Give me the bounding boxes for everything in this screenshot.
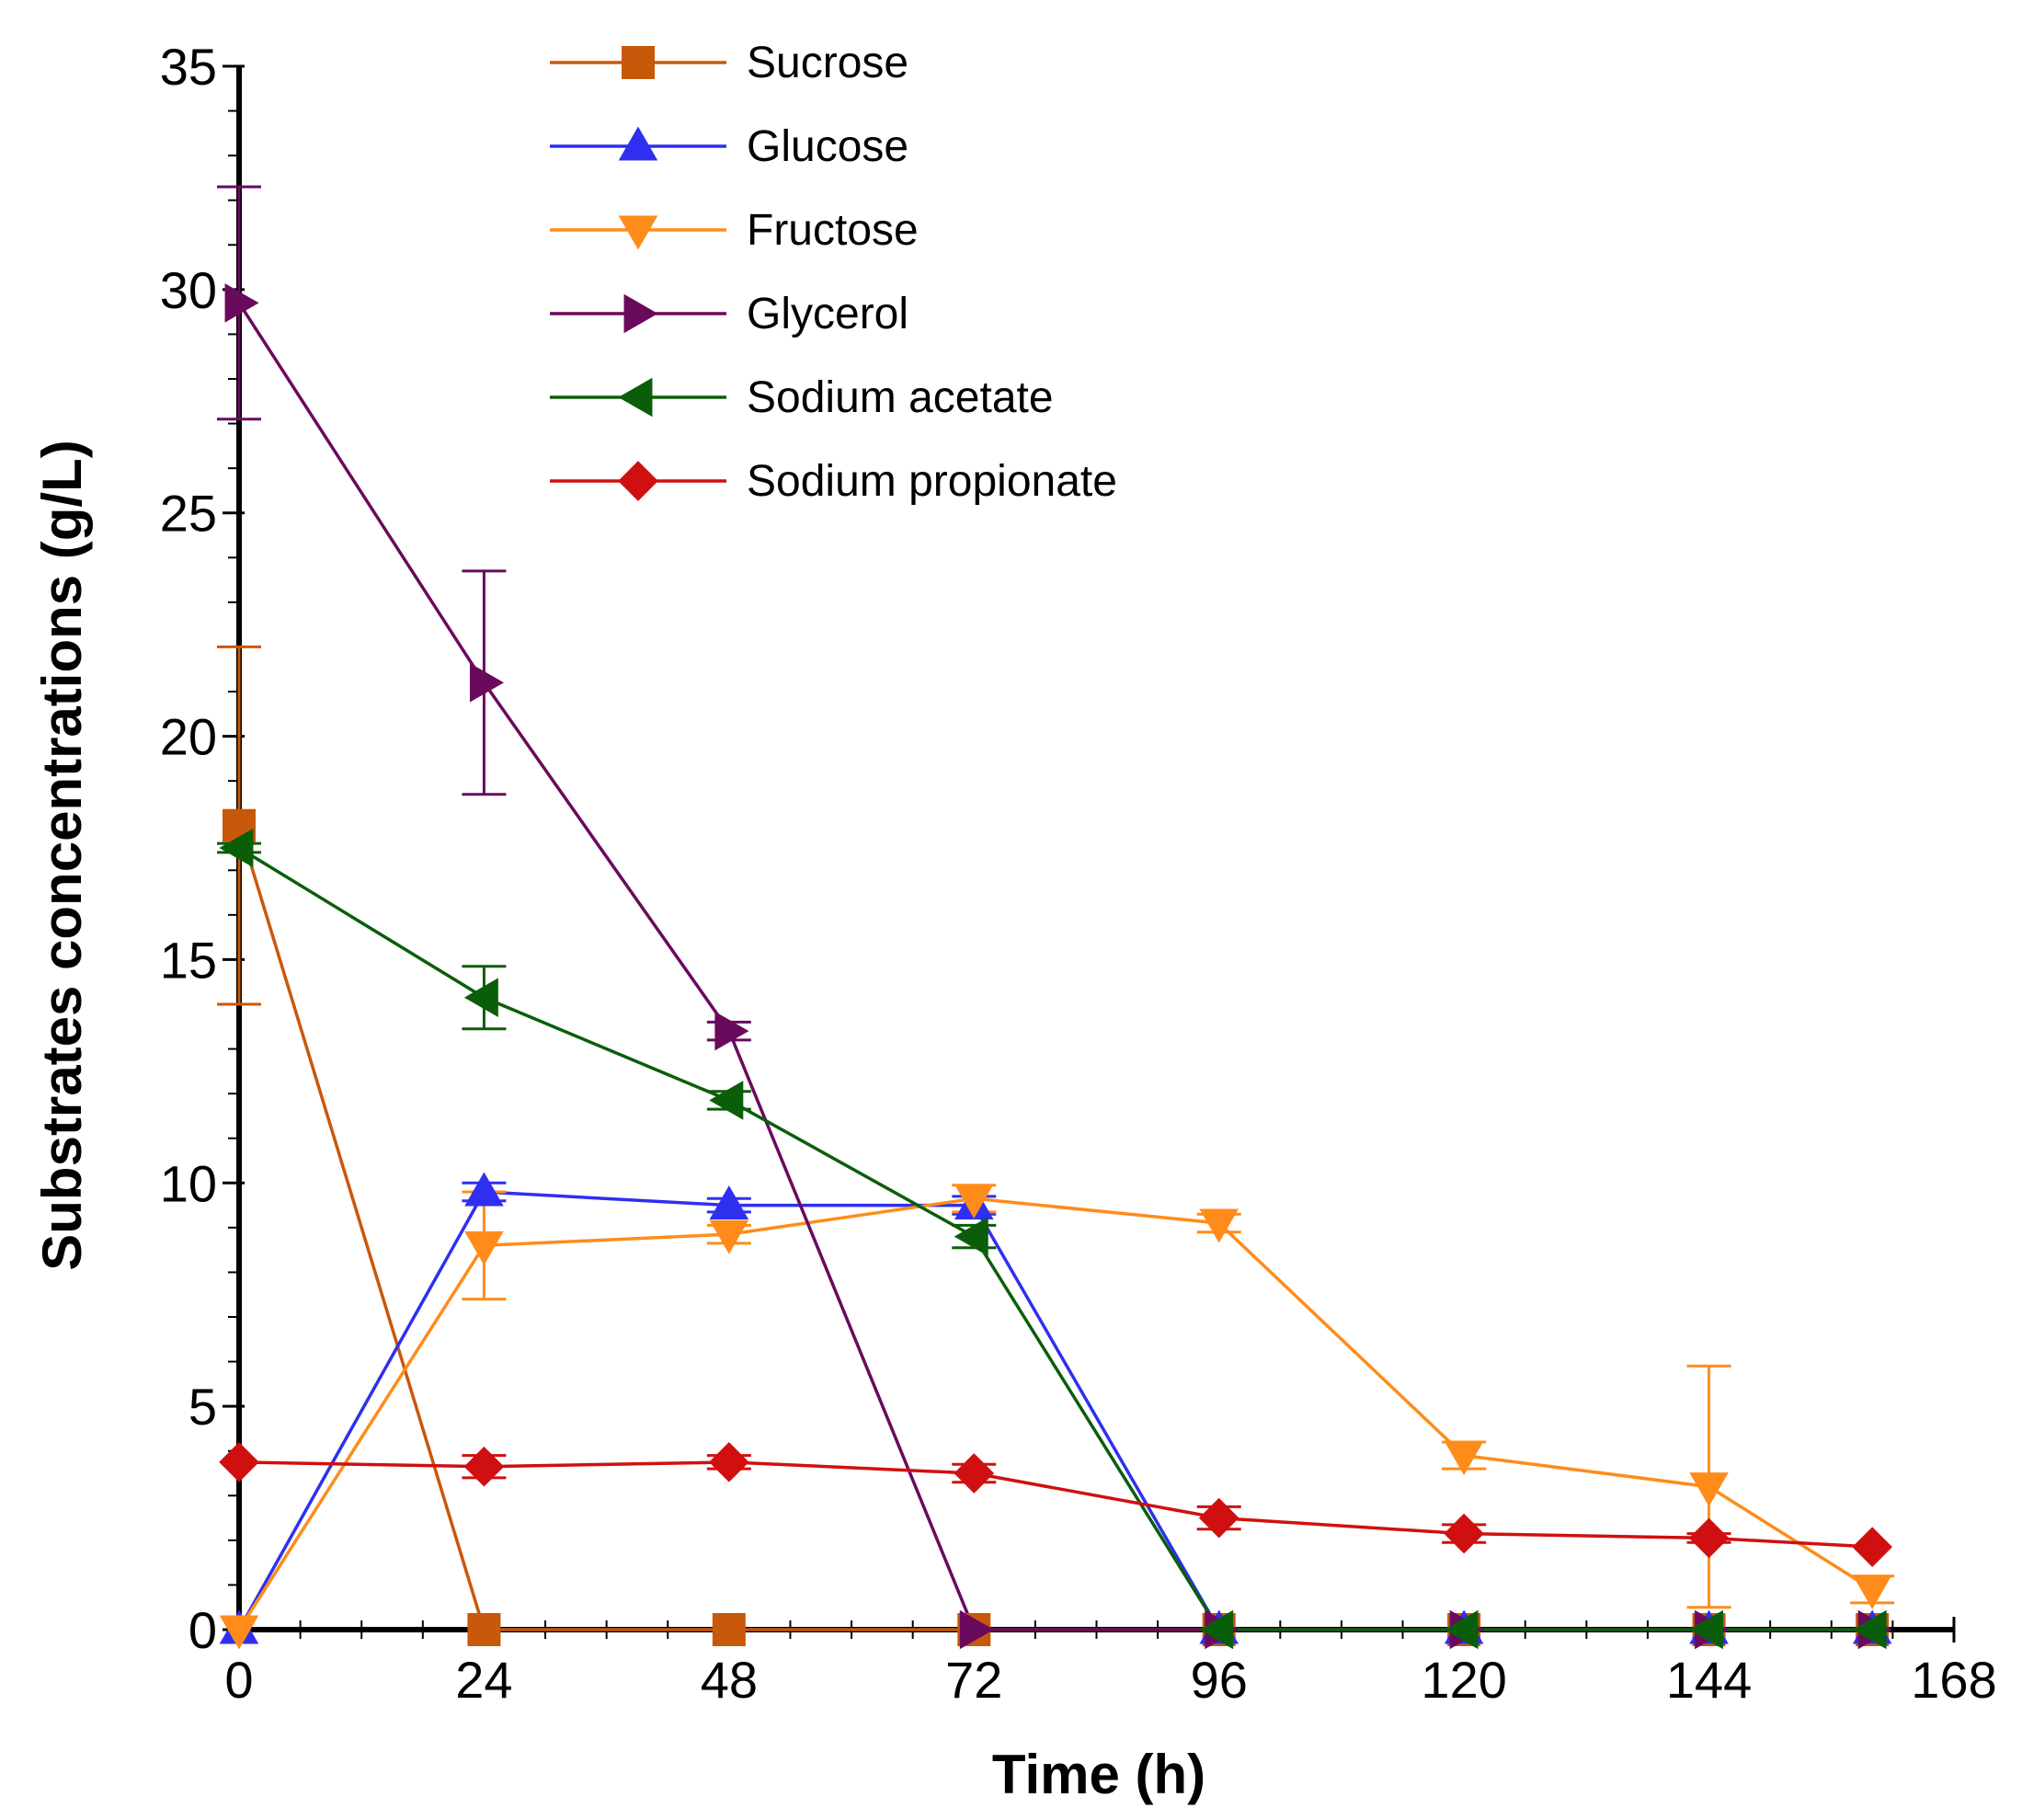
- data-point: [709, 1219, 749, 1254]
- data-point: [712, 1613, 746, 1646]
- x-axis-title: Time (h): [992, 1744, 1205, 1805]
- data-point: [469, 663, 504, 703]
- x-tick-label: 0: [224, 1651, 253, 1709]
- data-point: [1852, 1609, 1887, 1650]
- legend-entry: Sodium propionate: [550, 457, 1117, 506]
- series-line-sodium-acetate: [238, 846, 1873, 1631]
- x-tick-label: 168: [1911, 1651, 1996, 1709]
- data-point: [1852, 1574, 1892, 1609]
- y-tick-label: 35: [160, 38, 217, 96]
- x-tick-label: 24: [455, 1651, 512, 1709]
- legend-marker: [623, 293, 658, 334]
- legend-entry: Fructose: [550, 206, 919, 255]
- legend: Sucrose Glucose Fructose Glycerol Sodium ace…: [550, 39, 1117, 506]
- data-point: [1198, 1497, 1239, 1539]
- x-tick-label: 48: [701, 1651, 758, 1709]
- data-point: [1852, 1527, 1893, 1567]
- series-line-sodium-propionate: [238, 1460, 1873, 1549]
- legend-entry: Sodium acetate: [550, 373, 1054, 422]
- legend-label: Sodium propionate: [747, 457, 1117, 506]
- data-point: [463, 1446, 505, 1487]
- y-tick-label: 15: [160, 931, 217, 989]
- y-tick-label: 25: [160, 485, 217, 543]
- data-point: [464, 1172, 504, 1207]
- legend-entry: Sucrose: [550, 39, 908, 87]
- legend-entry: Glycerol: [550, 290, 908, 338]
- legend-label: Sucrose: [747, 39, 908, 87]
- legend-marker: [618, 377, 653, 418]
- data-point: [1444, 1513, 1484, 1554]
- y-tick-label: 0: [188, 1601, 217, 1659]
- data-point: [219, 1615, 259, 1650]
- y-tick-label: 30: [160, 261, 217, 319]
- data-point: [954, 1184, 994, 1219]
- x-tick-label: 144: [1666, 1651, 1752, 1709]
- data-point: [224, 283, 259, 323]
- legend-label: Sodium acetate: [747, 373, 1054, 422]
- data-point: [959, 1609, 994, 1650]
- data-point: [1199, 1609, 1234, 1650]
- data-point: [714, 1011, 749, 1051]
- data-point: [954, 1217, 988, 1256]
- x-tick-label: 72: [945, 1651, 1002, 1709]
- data-point: [467, 1613, 501, 1646]
- legend-label: Glucose: [747, 122, 908, 171]
- legend-entry: Glucose: [550, 122, 908, 171]
- x-tick-label: 120: [1421, 1651, 1506, 1709]
- data-point: [219, 828, 254, 868]
- series-line-fructose: [237, 1196, 1874, 1631]
- y-tick-label: 10: [160, 1154, 217, 1212]
- data-point: [1688, 1517, 1730, 1559]
- error-bars-layer: [217, 185, 1895, 1609]
- data-point: [1689, 1609, 1724, 1650]
- y-tick-label: 5: [188, 1378, 217, 1436]
- data-point: [709, 1442, 749, 1482]
- data-point: [1444, 1609, 1479, 1650]
- y-tick-label: 20: [160, 708, 217, 766]
- data-point: [1689, 1472, 1729, 1507]
- data-point: [1199, 1208, 1239, 1243]
- data-point: [464, 1231, 504, 1265]
- y-axis-title: Substrates concentrations (g/L): [31, 440, 93, 1270]
- data-point: [219, 1442, 259, 1482]
- data-point: [709, 1185, 749, 1220]
- legend-marker: [618, 461, 658, 501]
- series-lines-layer: [237, 302, 1874, 1631]
- tick-labels-layer: 0 24 48 72 96 120 144 168 0 5 10 15 20 25 30 35: [160, 38, 1997, 1709]
- data-point: [1444, 1441, 1484, 1476]
- legend-marker: [618, 215, 658, 250]
- legend-marker: [618, 126, 658, 161]
- data-point: [954, 1453, 995, 1494]
- legend-label: Glycerol: [747, 290, 908, 338]
- x-tick-label: 96: [1191, 1651, 1248, 1709]
- legend-marker: [622, 46, 655, 79]
- data-point: [709, 1081, 744, 1120]
- legend-label: Fructose: [747, 206, 919, 255]
- data-point: [463, 978, 498, 1017]
- markers-layer: [219, 283, 1893, 1650]
